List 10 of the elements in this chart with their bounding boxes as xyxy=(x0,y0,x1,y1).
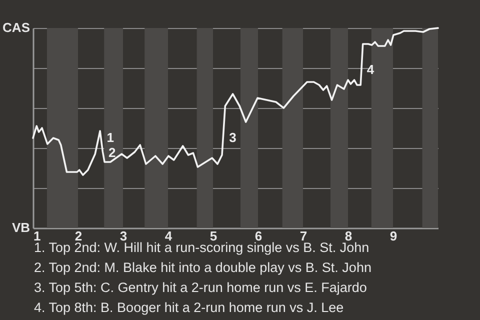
annotation: 4 xyxy=(366,62,375,77)
annotation: 2 xyxy=(108,145,116,160)
text: 4. Top 8th: B. Booger hit a 2-run home run vs J. Lee xyxy=(34,299,345,317)
text: VB xyxy=(12,220,30,235)
x-tick-label: 9 xyxy=(390,228,398,244)
annotation: 3 xyxy=(229,130,236,145)
text: CAS xyxy=(2,20,30,35)
text: 2. Top 2nd: M. Blake hit into a double play vs B. St. John xyxy=(34,259,372,277)
text: 3. Top 5th: C. Gentry hit a 2-run home run vs E. Fajardo xyxy=(34,279,368,297)
annotation: 1 xyxy=(106,130,114,145)
